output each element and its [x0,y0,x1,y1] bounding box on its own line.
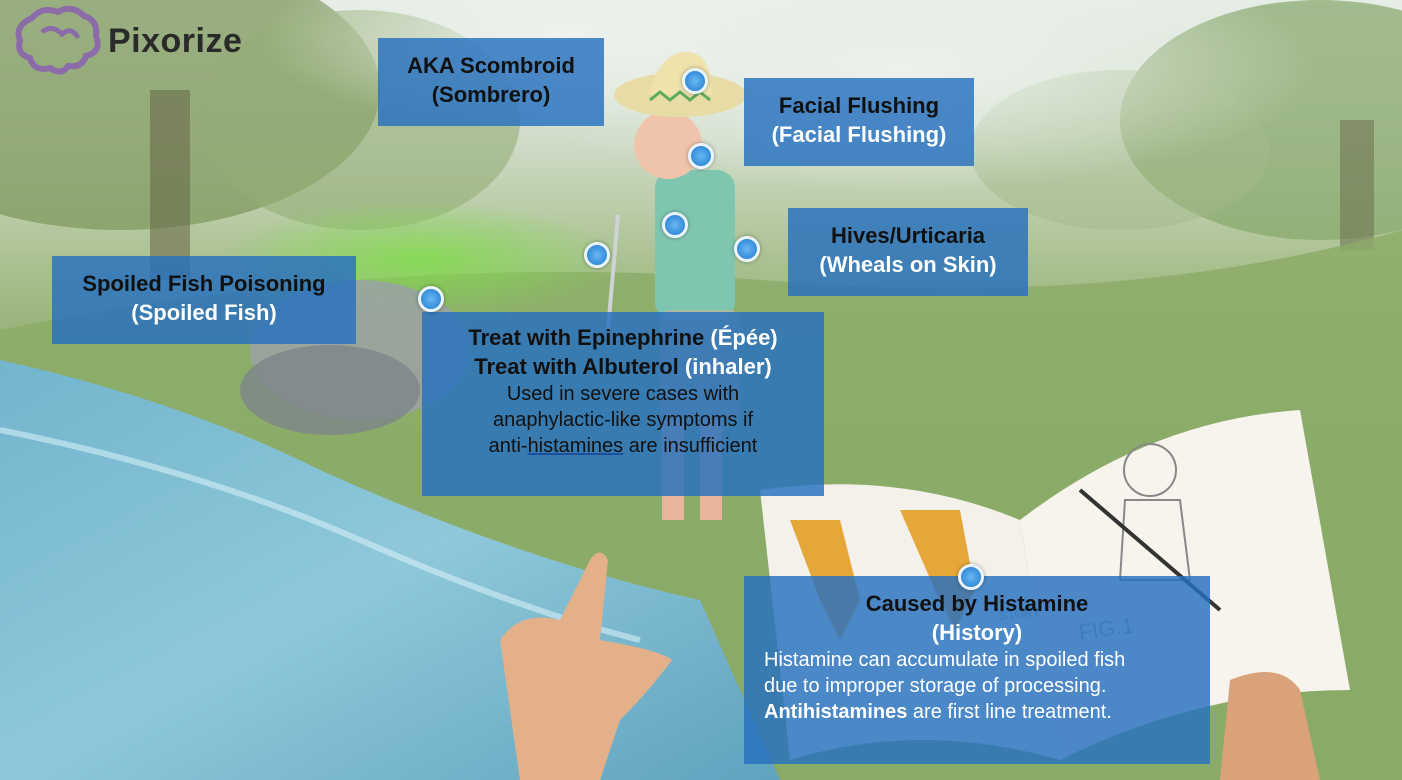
label-treatment: Treat with Epinephrine (Épée) Treat with… [422,312,824,496]
aka-title: AKA Scombroid [407,53,575,78]
label-hives: Hives/Urticaria (Wheals on Skin) [788,208,1028,296]
hotspot-epee[interactable] [584,242,610,268]
label-histamine: Caused by Histamine (History) Histamine … [744,576,1210,764]
histamine-desc-3-bold: Antihistamines [764,701,908,724]
histamine-title: Caused by Histamine [865,591,1089,616]
brand-name: Pixorize [108,21,243,60]
flushing-title: Facial Flushing [778,93,940,118]
histamine-desc-3-rest: are first line treatment. [907,701,1112,724]
spoiled-symbol: (Spoiled Fish) [131,299,277,325]
hotspot-fish[interactable] [418,286,444,312]
treat-desc-3b: histamines [527,435,624,458]
brain-logo-icon [15,5,101,75]
hotspot-sombrero[interactable] [682,68,708,94]
label-spoiled-fish: Spoiled Fish Poisoning (Spoiled Fish) [52,256,356,344]
histamine-desc-2: due to improper storage of processing. [764,675,1107,698]
treat-desc-3a: anti- [488,435,528,458]
label-facial-flushing: Facial Flushing (Facial Flushing) [744,78,974,166]
pixorize-logo[interactable]: Pixorize [12,4,242,78]
treat-line1: Treat with Epinephrine [468,325,705,350]
hotspot-book[interactable] [958,564,984,590]
treat-desc-1: Used in severe cases with [506,383,740,406]
flushing-symbol: (Facial Flushing) [771,121,947,147]
hotspot-face[interactable] [688,143,714,169]
treat-line2-symbol: (inhaler) [684,353,772,379]
treat-desc-2: anaphylactic-like symptoms if [492,409,754,432]
spoiled-title: Spoiled Fish Poisoning [82,271,326,296]
treat-line1-symbol: (Épée) [710,325,778,350]
hotspot-arm[interactable] [734,236,760,262]
treat-desc-3c: are insufficient [623,435,758,458]
aka-symbol: (Sombrero) [431,81,551,107]
hives-title: Hives/Urticaria [830,223,986,248]
treat-line2: Treat with Albuterol [474,353,679,379]
histamine-symbol: (History) [931,619,1023,645]
hotspot-chest[interactable] [662,212,688,238]
hives-symbol: (Wheals on Skin) [819,251,997,277]
label-aka-scombroid: AKA Scombroid (Sombrero) [378,38,604,126]
histamine-desc-1: Histamine can accumulate in spoiled fish [764,649,1126,672]
